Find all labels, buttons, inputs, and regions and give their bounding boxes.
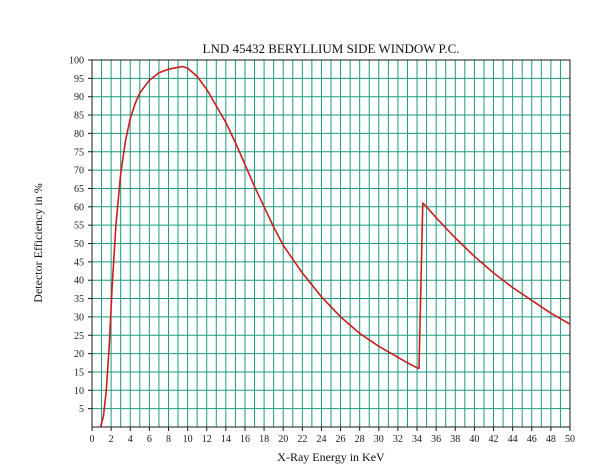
x-tick-label: 28 <box>355 434 365 445</box>
x-tick-label: 30 <box>374 434 384 445</box>
y-tick-label: 65 <box>74 184 84 195</box>
x-tick-label: 2 <box>109 434 114 445</box>
x-tick-label: 24 <box>316 434 326 445</box>
y-tick-label: 30 <box>74 312 84 323</box>
y-tick-label: 60 <box>74 202 84 213</box>
x-tick-label: 22 <box>297 434 307 445</box>
y-axis-label: Detector Efficiency in % <box>31 183 45 302</box>
x-axis: 0 2 4 6 8 10 12 14 16 18 20 22 24 26 28 30 32 34 36 38 40 42 4… <box>90 427 575 445</box>
x-tick-label: 18 <box>259 434 269 445</box>
y-tick-label: 35 <box>74 294 84 305</box>
x-tick-label: 34 <box>412 434 422 445</box>
x-tick-label: 20 <box>278 434 288 445</box>
x-tick-label: 36 <box>431 434 441 445</box>
x-tick-label: 4 <box>128 434 133 445</box>
x-tick-label: 42 <box>489 434 499 445</box>
x-tick-label: 8 <box>166 434 171 445</box>
y-tick-label: 70 <box>74 166 84 177</box>
x-tick-label: 46 <box>527 434 537 445</box>
x-tick-label: 0 <box>90 434 95 445</box>
x-tick-label: 50 <box>565 434 575 445</box>
y-tick-label: 5 <box>79 404 84 415</box>
x-tick-label: 12 <box>202 434 212 445</box>
y-tick-label: 10 <box>74 386 84 397</box>
x-tick-label: 14 <box>221 434 231 445</box>
y-tick-label: 95 <box>74 74 84 85</box>
chart-title: LND 45432 BERYLLIUM SIDE WINDOW P.C. <box>203 41 460 56</box>
y-tick-label: 45 <box>74 257 84 268</box>
x-tick-label: 32 <box>393 434 403 445</box>
x-tick-label: 16 <box>240 434 250 445</box>
x-tick-label: 10 <box>183 434 193 445</box>
x-tick-label: 6 <box>147 434 152 445</box>
y-tick-label: 50 <box>74 239 84 250</box>
x-tick-label: 48 <box>546 434 556 445</box>
x-tick-label: 26 <box>336 434 346 445</box>
y-tick-label: 20 <box>74 349 84 360</box>
x-tick-label: 38 <box>450 434 460 445</box>
x-axis-label: X-Ray Energy in KeV <box>277 450 385 464</box>
y-tick-label: 55 <box>74 221 84 232</box>
y-tick-label: 85 <box>74 111 84 122</box>
grid <box>92 60 570 427</box>
y-tick-label: 25 <box>74 331 84 342</box>
series-line <box>99 65 571 428</box>
y-tick-label: 40 <box>74 276 84 287</box>
y-axis: 5 10 15 20 25 30 35 40 45 50 55 60 65 70 75 80 85 90 95 100 <box>69 56 92 415</box>
y-tick-label: 100 <box>69 56 84 67</box>
y-tick-label: 80 <box>74 129 84 140</box>
y-tick-label: 75 <box>74 147 84 158</box>
y-tick-label: 90 <box>74 92 84 103</box>
x-tick-label: 40 <box>469 434 479 445</box>
x-tick-label: 44 <box>508 434 518 445</box>
y-tick-label: 15 <box>74 367 84 378</box>
